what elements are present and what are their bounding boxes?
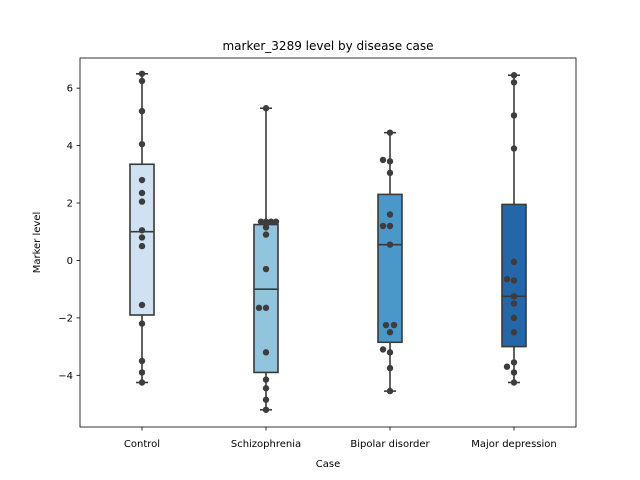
data-point-1-2	[262, 218, 270, 225]
y-tick-label-0: −4	[58, 371, 73, 382]
x-tick-label-2: Bipolar disorder	[350, 439, 430, 450]
data-point-2-7	[386, 241, 394, 248]
data-point-1-5	[262, 224, 270, 231]
x-tick-label-0: Control	[124, 439, 160, 450]
data-point-0-14	[138, 379, 146, 386]
data-point-1-10	[262, 349, 270, 356]
chart-title: marker_3289 level by disease case	[222, 39, 433, 53]
data-point-2-10	[386, 329, 394, 336]
data-point-2-11	[379, 346, 387, 353]
data-point-2-8	[382, 321, 390, 329]
plot-area	[129, 70, 527, 413]
data-point-1-14	[262, 406, 270, 413]
data-point-2-3	[386, 169, 394, 177]
data-point-1-8	[255, 304, 263, 312]
data-point-0-0	[138, 70, 146, 77]
data-point-2-6	[386, 222, 394, 230]
data-point-1-11	[262, 376, 270, 383]
data-point-0-7	[138, 227, 146, 234]
y-tick-label-1: −2	[58, 313, 73, 324]
data-point-1-9	[262, 304, 270, 312]
data-point-0-6	[138, 198, 146, 205]
data-point-0-2	[138, 107, 146, 115]
y-tick-label-3: 2	[67, 199, 73, 210]
data-point-0-13	[138, 369, 146, 376]
data-point-0-5	[138, 189, 146, 197]
data-point-3-14	[510, 379, 518, 386]
data-point-0-1	[138, 77, 146, 85]
box-1	[253, 223, 279, 374]
x-axis-label: Case	[316, 459, 340, 470]
data-point-1-0	[262, 105, 270, 112]
data-point-1-7	[262, 265, 270, 273]
data-point-2-4	[386, 211, 394, 218]
data-point-1-6	[262, 231, 270, 238]
data-point-0-8	[138, 234, 146, 241]
data-point-3-6	[510, 277, 518, 284]
y-axis-label: Marker level	[32, 212, 43, 274]
data-point-2-14	[386, 387, 394, 395]
box-2	[377, 193, 403, 344]
x-tick-label-3: Major depression	[471, 439, 557, 450]
data-point-3-0	[510, 72, 518, 79]
data-point-3-2	[510, 112, 518, 119]
data-point-1-13	[262, 396, 270, 403]
data-point-3-10	[510, 329, 518, 336]
data-point-2-12	[386, 349, 394, 356]
data-point-1-3	[267, 218, 275, 225]
data-point-0-4	[138, 176, 146, 184]
data-point-0-11	[138, 320, 146, 327]
box-3	[501, 203, 527, 348]
data-point-3-1	[510, 79, 518, 86]
data-point-1-12	[262, 385, 270, 392]
data-point-3-12	[503, 363, 511, 370]
data-point-2-13	[386, 364, 394, 372]
y-tick-label-4: 4	[67, 141, 73, 152]
data-point-0-3	[138, 140, 146, 148]
y-tick-label-5: 6	[67, 84, 73, 95]
data-point-2-1	[379, 156, 387, 164]
data-point-3-7	[510, 293, 518, 300]
x-tick-label-1: Schizophrenia	[231, 439, 301, 450]
data-point-2-5	[379, 222, 387, 230]
plot-frame	[79, 57, 577, 428]
data-point-2-2	[386, 158, 394, 165]
data-point-0-10	[138, 301, 146, 309]
y-tick-label-2: 0	[67, 256, 73, 267]
data-point-3-8	[510, 300, 518, 307]
data-point-3-4	[510, 258, 518, 266]
data-point-1-4	[272, 218, 280, 225]
data-point-3-11	[510, 359, 518, 366]
data-point-3-3	[510, 145, 518, 152]
data-point-1-1	[257, 218, 265, 225]
data-point-0-9	[138, 242, 146, 250]
data-point-3-5	[503, 275, 511, 283]
data-point-2-9	[390, 321, 398, 329]
data-point-3-9	[510, 314, 518, 322]
data-point-3-13	[510, 369, 518, 376]
data-point-0-12	[138, 357, 146, 365]
data-point-2-0	[386, 129, 394, 136]
